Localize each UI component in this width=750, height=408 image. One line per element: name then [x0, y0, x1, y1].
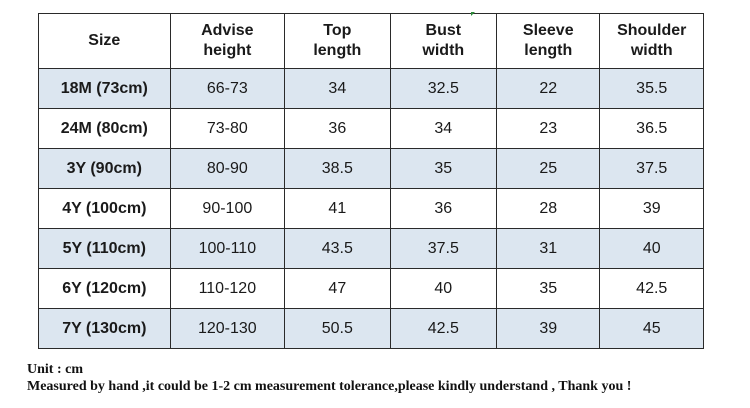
- table-row: 6Y (120cm) 110-120 47 40 35 42.5: [38, 268, 704, 309]
- size-chart-table: Size Advise height Top length Bust width Sl…: [38, 13, 704, 349]
- sleeve-length-cell: 28: [496, 188, 601, 229]
- table-row: 4Y (100cm) 90-100 41 36 28 39: [38, 188, 704, 229]
- shoulder-width-cell: 39: [599, 188, 704, 229]
- sleeve-length-cell: 39: [496, 308, 601, 349]
- advise-height-cell: 90-100: [169, 188, 286, 229]
- top-length-cell: 47: [284, 268, 391, 309]
- table-row: 24M (80cm) 73-80 36 34 23 36.5: [38, 108, 704, 149]
- bust-width-cell: 32.5: [389, 68, 498, 109]
- sleeve-length-cell: 23: [496, 108, 601, 149]
- shoulder-width-cell: 36.5: [599, 108, 704, 149]
- table-row: 5Y (110cm) 100-110 43.5 37.5 31 40: [38, 228, 704, 269]
- header-bust-width: Bust width: [389, 13, 498, 69]
- shoulder-width-cell: 40: [599, 228, 704, 269]
- corner-mark: [471, 12, 475, 16]
- bust-width-cell: 35: [389, 148, 498, 189]
- unit-note: Unit : cm: [27, 362, 83, 377]
- shoulder-width-cell: 42.5: [599, 268, 704, 309]
- sleeve-length-cell: 25: [496, 148, 601, 189]
- header-sleeve-length: Sleeve length: [496, 13, 601, 69]
- size-cell: 3Y (90cm): [38, 148, 171, 189]
- size-cell: 18M (73cm): [38, 68, 171, 109]
- table-row: 7Y (130cm) 120-130 50.5 42.5 39 45: [38, 308, 704, 349]
- shoulder-width-cell: 37.5: [599, 148, 704, 189]
- table-row: 3Y (90cm) 80-90 38.5 35 25 37.5: [38, 148, 704, 189]
- shoulder-width-cell: 45: [599, 308, 704, 349]
- size-cell: 24M (80cm): [38, 108, 171, 149]
- header-shoulder-width: Shoulder width: [599, 13, 704, 69]
- sleeve-length-cell: 35: [496, 268, 601, 309]
- advise-height-cell: 110-120: [169, 268, 286, 309]
- advise-height-cell: 80-90: [169, 148, 286, 189]
- top-length-cell: 43.5: [284, 228, 391, 269]
- header-size: Size: [38, 13, 171, 69]
- bust-width-cell: 42.5: [389, 308, 498, 349]
- sleeve-length-cell: 31: [496, 228, 601, 269]
- header-advise-height: Advise height: [169, 13, 286, 69]
- advise-height-cell: 120-130: [169, 308, 286, 349]
- size-cell: 7Y (130cm): [38, 308, 171, 349]
- notes: Unit : cm Measured by hand ,it could be …: [27, 361, 631, 395]
- top-length-cell: 38.5: [284, 148, 391, 189]
- advise-height-cell: 100-110: [169, 228, 286, 269]
- header-row: Size Advise height Top length Bust width Sl…: [38, 13, 704, 69]
- sleeve-length-cell: 22: [496, 68, 601, 109]
- advise-height-cell: 66-73: [169, 68, 286, 109]
- table-row: 18M (73cm) 66-73 34 32.5 22 35.5: [38, 68, 704, 109]
- header-top-length: Top length: [284, 13, 391, 69]
- size-cell: 5Y (110cm): [38, 228, 171, 269]
- size-cell: 4Y (100cm): [38, 188, 171, 229]
- bust-width-cell: 36: [389, 188, 498, 229]
- size-cell: 6Y (120cm): [38, 268, 171, 309]
- advise-height-cell: 73-80: [169, 108, 286, 149]
- top-length-cell: 36: [284, 108, 391, 149]
- top-length-cell: 41: [284, 188, 391, 229]
- shoulder-width-cell: 35.5: [599, 68, 704, 109]
- bust-width-cell: 40: [389, 268, 498, 309]
- tolerance-note: Measured by hand ,it could be 1-2 cm mea…: [27, 379, 632, 394]
- bust-width-cell: 34: [389, 108, 498, 149]
- bust-width-cell: 37.5: [389, 228, 498, 269]
- top-length-cell: 50.5: [284, 308, 391, 349]
- top-length-cell: 34: [284, 68, 391, 109]
